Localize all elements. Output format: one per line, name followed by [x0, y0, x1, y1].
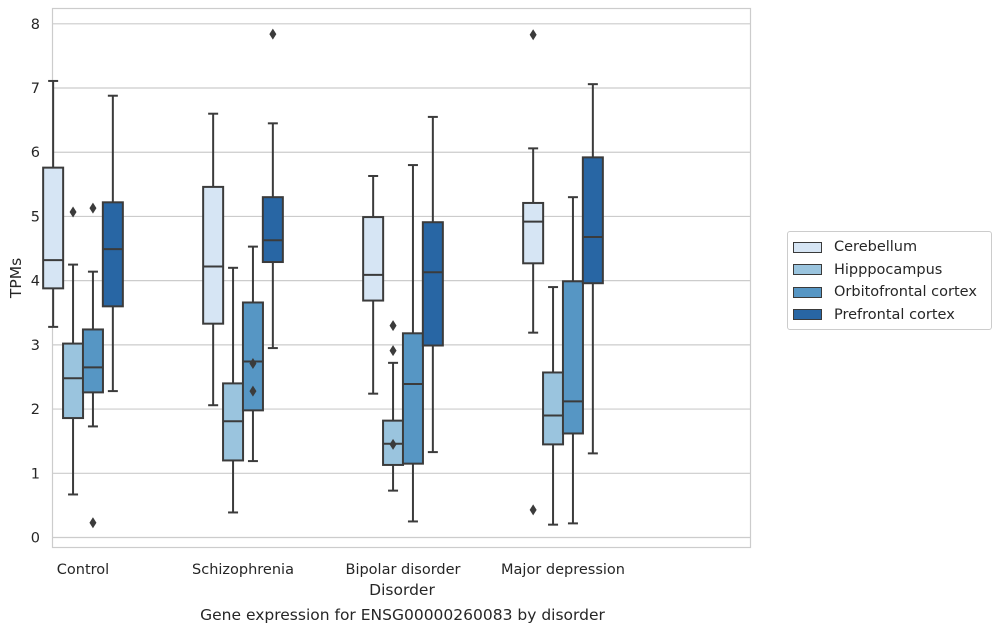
legend-swatch [793, 286, 822, 298]
legend: Cerebellum Hipppocampus Orbitofrontal cort… [787, 231, 992, 330]
outlier-marker [529, 504, 537, 516]
legend-swatch [793, 309, 822, 321]
outlier-marker [269, 28, 277, 40]
outlier-marker [389, 345, 397, 357]
outlier-marker [389, 320, 397, 332]
legend-item: Cerebellum [788, 236, 991, 259]
outlier-marker [389, 438, 397, 450]
box [581, 156, 604, 285]
x-tick-label: Major depression [501, 562, 625, 578]
legend-swatch [793, 264, 822, 276]
outlier-marker [249, 357, 257, 369]
y-tick-label: 0 [31, 531, 40, 547]
x-tick-label: Bipolar disorder [346, 562, 461, 578]
box [542, 371, 565, 446]
box [421, 221, 444, 347]
x-tick-labels: Control Schizophrenia Bipolar disorder Majo… [57, 562, 625, 578]
outlier-marker [89, 517, 97, 529]
series-hipppocampus [62, 206, 565, 526]
grid-lines [52, 23, 751, 539]
y-tick-label: 6 [31, 145, 40, 161]
figure-caption: Gene expression for ENSG00000260083 by d… [200, 606, 605, 624]
y-tick-labels: 0 1 2 3 4 5 6 7 8 [31, 17, 40, 547]
y-axis-title: TPMs [7, 258, 25, 299]
legend-label: Hipppocampus [834, 261, 943, 278]
legend-swatch [793, 241, 822, 253]
box [62, 342, 85, 420]
series-cerebellum [42, 29, 545, 516]
box [81, 328, 104, 394]
y-tick-label: 1 [31, 466, 40, 482]
plot-area-frame [51, 7, 752, 549]
box [261, 196, 284, 264]
box [522, 201, 545, 265]
series-prefrontal-cortex [101, 28, 604, 455]
x-tick-label: Control [57, 562, 109, 578]
y-tick-label: 7 [31, 81, 40, 97]
legend-label: Prefrontal cortex [834, 306, 955, 323]
series-orbitofrontal-cortex [81, 164, 584, 529]
outlier-marker [249, 385, 257, 397]
legend-item: Hipppocampus [788, 259, 991, 282]
legend-item: Orbitofrontal cortex [788, 281, 991, 304]
box [401, 332, 424, 465]
y-tick-label: 5 [31, 209, 40, 225]
y-tick-label: 4 [31, 274, 40, 290]
legend-label: Orbitofrontal cortex [834, 284, 977, 301]
box [561, 280, 584, 435]
outlier-marker [89, 202, 97, 214]
box [42, 166, 65, 290]
y-tick-label: 3 [31, 338, 40, 354]
outlier-marker [69, 206, 77, 218]
legend-label: Cerebellum [834, 239, 918, 256]
box [362, 216, 385, 302]
box [202, 185, 225, 325]
x-tick-label: Schizophrenia [192, 562, 294, 578]
box [241, 301, 264, 412]
y-tick-label: 8 [31, 17, 40, 33]
box [101, 201, 124, 308]
box-series-group [42, 28, 604, 529]
y-tick-label: 2 [31, 402, 40, 418]
x-axis-title: Disorder [369, 581, 435, 599]
legend-item: Prefrontal cortex [788, 304, 991, 327]
outlier-marker [529, 29, 537, 41]
